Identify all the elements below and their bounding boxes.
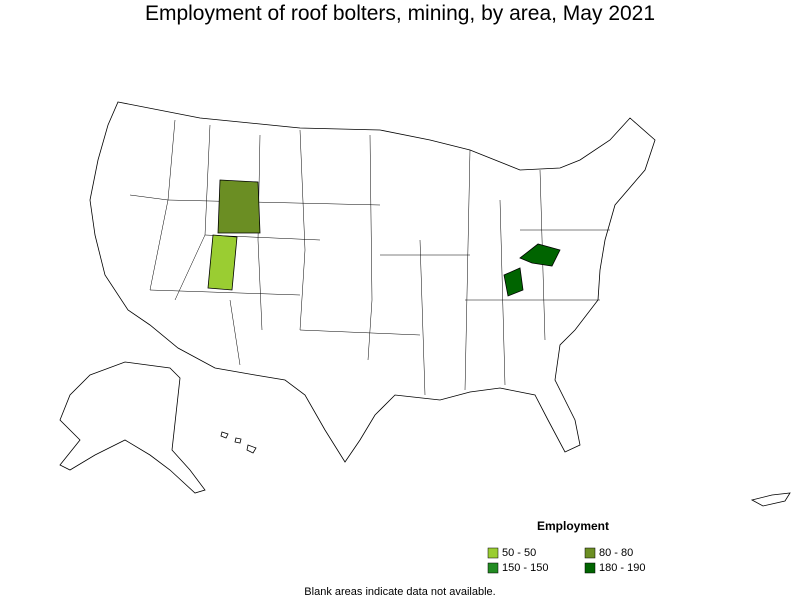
legend-label: 150 - 150: [502, 562, 548, 574]
legend-title: Employment: [537, 519, 609, 533]
legend: Employment 50 - 50 80 - 80 150 - 150 180 - …: [487, 519, 645, 574]
legend-swatch: [584, 547, 596, 559]
map: [59, 101, 791, 507]
legend-swatch: [584, 562, 596, 574]
legend-label: 50 - 50: [502, 547, 536, 559]
legend-swatch: [487, 562, 499, 574]
region-180-190: [503, 243, 561, 297]
legend-swatch: [487, 547, 499, 559]
legend-label: 180 - 190: [599, 562, 645, 574]
footnote: Blank areas indicate data not available.: [304, 586, 495, 598]
legend-label: 80 - 80: [599, 547, 633, 559]
map-title: Employment of roof bolters, mining, by a…: [145, 2, 655, 25]
region-80-80: [217, 179, 261, 234]
region-50-50: [207, 234, 238, 291]
hawaii: [220, 431, 257, 454]
alaska: [59, 361, 206, 494]
puerto-rico: [750, 492, 791, 507]
